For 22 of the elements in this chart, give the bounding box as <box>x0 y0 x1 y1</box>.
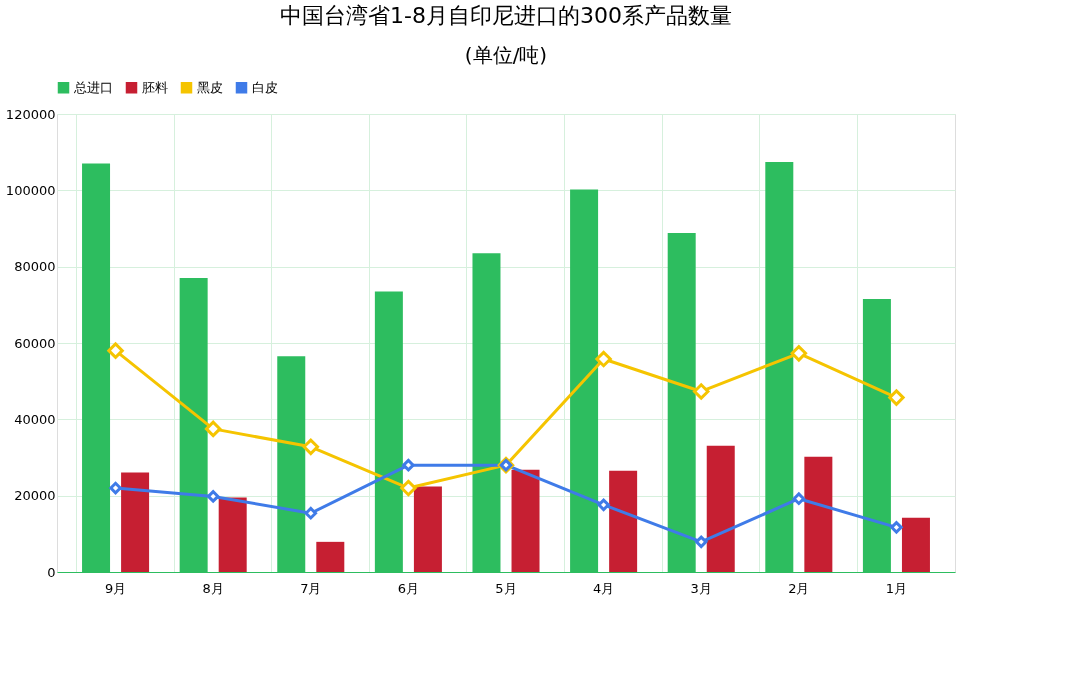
y-tick-label: 120000 <box>5 106 56 122</box>
legend-label: 胚料 <box>142 79 168 95</box>
legend-label: 总进口 <box>73 79 113 95</box>
x-tick-label: 5月 <box>495 580 517 596</box>
x-tick-label: 2月 <box>788 580 810 596</box>
x-tick-label: 7月 <box>300 580 322 596</box>
legend-label: 黑皮 <box>197 79 223 95</box>
x-tick-label: 9月 <box>104 580 127 596</box>
y-tick-label: 0 <box>47 564 56 580</box>
y-tick-label: 40000 <box>14 411 56 427</box>
legend-label: 白皮 <box>252 79 278 95</box>
y-tick-label: 60000 <box>14 335 56 351</box>
chart-title: 中国台湾省1-8月自印尼进口的300系产品数量 <box>280 3 732 28</box>
x-tick-label: 1月 <box>885 580 908 596</box>
y-tick-label: 100000 <box>5 182 56 198</box>
y-tick-label: 20000 <box>14 488 56 504</box>
chart-subtitle: (单位/吨) <box>464 43 548 67</box>
y-tick-label: 80000 <box>14 259 56 275</box>
x-tick-label: 4月 <box>592 580 615 596</box>
x-tick-label: 8月 <box>202 580 224 596</box>
x-tick-label: 6月 <box>397 580 420 596</box>
x-tick-label: 3月 <box>690 580 712 596</box>
